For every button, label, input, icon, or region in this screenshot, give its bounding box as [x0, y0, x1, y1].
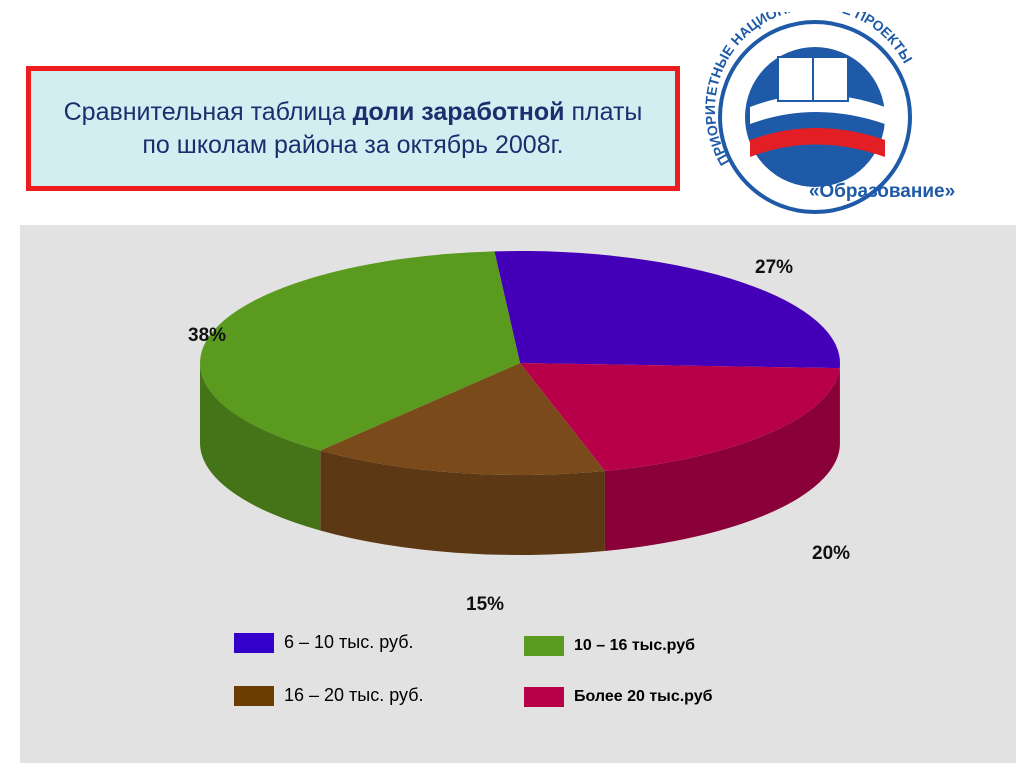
pie-side-3-0	[200, 363, 321, 531]
chart-panel: 27% 20% 15% 38% 6 – 10 тыс. руб. 10 – 16 ты…	[20, 225, 1016, 763]
legend-swatch-1	[234, 632, 274, 653]
legend-swatch-2	[524, 636, 564, 656]
legend-label-4: Более 20 тыс.руб	[574, 688, 713, 705]
pie-slice-3	[199, 251, 520, 451]
pie-label-0: 27%	[755, 257, 793, 278]
legend-swatch-4	[524, 687, 564, 707]
pie-slice-2	[320, 363, 605, 475]
title-part1: Сравнительная таблица	[63, 97, 353, 126]
page-title: Сравнительная таблица доли заработной пл…	[31, 96, 675, 162]
logo-ring	[718, 20, 912, 214]
legend-item-4: Более 20 тыс.руб	[524, 687, 713, 707]
pie-slice-1	[520, 363, 840, 471]
pie-label-3: 38%	[188, 325, 226, 346]
pie-slice-0	[494, 251, 840, 369]
pie-chart: 27% 20% 15% 38%	[188, 251, 850, 615]
legend-label-1: 6 – 10 тыс. руб.	[284, 632, 414, 652]
legend-label-3: 16 – 20 тыс. руб.	[284, 685, 424, 705]
title-bold: доли заработной	[352, 97, 565, 126]
pie-label-1: 20%	[812, 543, 850, 564]
legend-swatch-3	[234, 685, 274, 706]
legend-label-2: 10 – 16 тыс.руб	[574, 637, 696, 654]
legend-item-1: 6 – 10 тыс. руб.	[234, 632, 414, 653]
logo-sub-text: «Образование»	[809, 181, 955, 202]
title-box: Сравнительная таблица доли заработной пл…	[26, 66, 680, 191]
legend-item-3: 16 – 20 тыс. руб.	[234, 685, 424, 706]
logo-flag-red	[750, 128, 885, 157]
pie-label-2: 15%	[466, 594, 504, 615]
legend-item-2: 10 – 16 тыс.руб	[524, 636, 695, 656]
title-part2: платы по школам района за октябрь 2008г.	[142, 97, 643, 159]
logo: ПРИОРИТЕТНЫЕ НАЦИОНАЛЬНЫЕ ПРОЕКТЫ «Образ…	[702, 12, 955, 214]
pie-side-2-0	[320, 450, 605, 555]
pie-side-1-0	[604, 368, 840, 551]
